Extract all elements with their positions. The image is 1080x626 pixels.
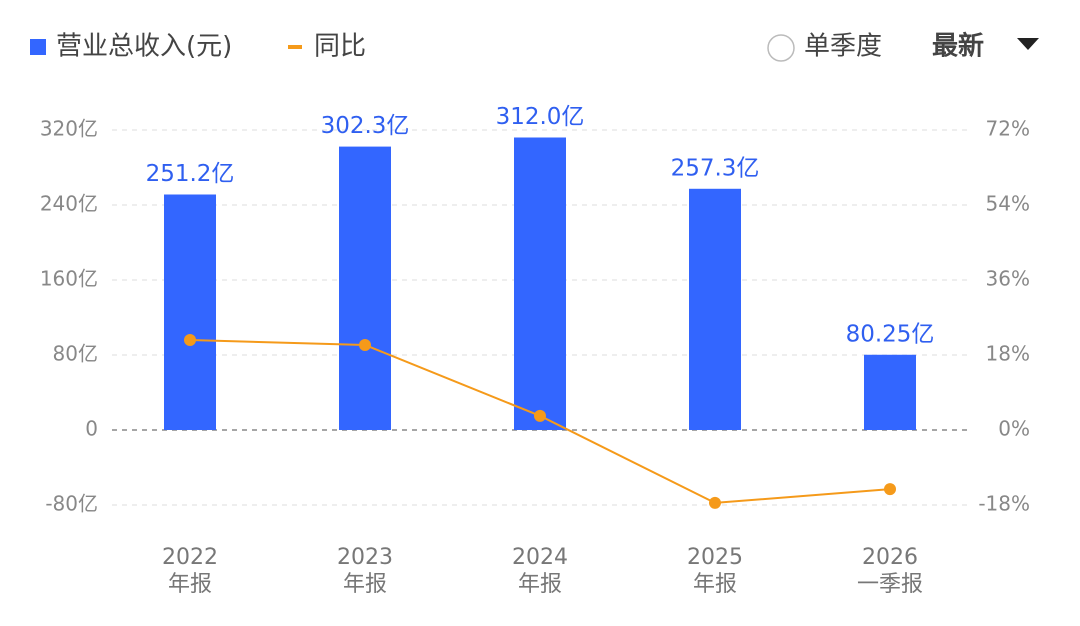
y2-tick-label: 18% <box>986 342 1030 366</box>
bar <box>339 146 391 430</box>
radio[interactable] <box>767 34 795 62</box>
y2-tick-label: 54% <box>986 192 1030 216</box>
bar <box>164 194 216 430</box>
line-point <box>534 409 546 422</box>
y-tick-label: 80亿 <box>53 342 98 366</box>
x-tick-label: 2024 <box>512 545 568 570</box>
value-label: 80.25亿 <box>846 321 935 347</box>
y2-tick-label: 36% <box>986 267 1030 291</box>
line-point <box>184 334 196 346</box>
bar <box>689 188 741 430</box>
line-point <box>884 483 896 496</box>
y-tick-label: -80亿 <box>45 492 98 516</box>
value-label: 312.0亿 <box>496 104 585 130</box>
line-point <box>359 339 371 351</box>
y2-tick-label: 72% <box>986 117 1030 141</box>
y-tick-label: 160亿 <box>40 267 98 291</box>
x-tick-label: 2022 <box>162 545 218 570</box>
y-tick-label: 240亿 <box>40 192 98 216</box>
dropdown-label[interactable]: 最新 <box>932 31 984 62</box>
legend-label: 同比 <box>314 32 366 62</box>
y-tick-label: 320亿 <box>40 117 98 141</box>
x-tick-label: 年报 <box>518 572 562 597</box>
legend-swatch <box>30 39 46 55</box>
y2-tick-label: -18% <box>978 492 1030 516</box>
x-tick-label: 年报 <box>693 572 737 597</box>
x-tick-label: 年报 <box>168 572 212 597</box>
bar <box>864 354 916 430</box>
x-tick-label: 一季报 <box>857 572 923 597</box>
y-tick-label: 0 <box>85 417 98 441</box>
dropdown-arrow[interactable] <box>1017 38 1039 50</box>
legend-label: 营业总收入(元) <box>56 32 232 62</box>
y2-tick-label: 0% <box>998 417 1030 441</box>
x-tick-label: 年报 <box>343 572 387 597</box>
x-tick-label: 2023 <box>337 545 393 570</box>
bar <box>514 137 566 430</box>
value-label: 251.2亿 <box>146 161 235 187</box>
x-tick-label: 2025 <box>687 545 743 570</box>
value-label: 257.3亿 <box>671 155 760 181</box>
value-label: 302.3亿 <box>321 113 410 139</box>
toggle-label[interactable]: 单季度 <box>804 32 882 62</box>
x-tick-label: 2026 <box>862 545 918 570</box>
legend-swatch <box>288 45 302 49</box>
line-point <box>709 496 721 509</box>
